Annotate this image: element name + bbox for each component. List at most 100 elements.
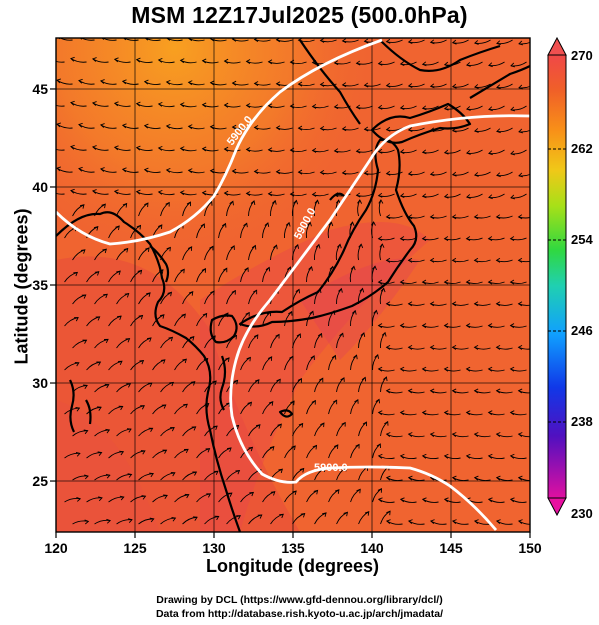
- streamline-arrowhead: [157, 145, 163, 151]
- streamline-arrowhead: [91, 57, 97, 62]
- streamline-arrowhead: [421, 453, 427, 459]
- streamline-arrowhead: [473, 475, 479, 481]
- streamline-arrowhead: [135, 57, 141, 63]
- streamline-arrowhead: [201, 102, 207, 108]
- lon-tick-label: 135: [281, 540, 305, 556]
- streamline-arrowhead: [488, 150, 493, 156]
- streamline-arrowhead: [473, 388, 479, 394]
- streamline-arrowhead: [510, 194, 515, 200]
- streamline-arrowhead: [70, 188, 75, 194]
- streamline-arrowhead: [135, 145, 141, 151]
- streamline-arrowhead: [168, 336, 174, 342]
- streamline-arrowhead: [187, 168, 193, 174]
- streamline-arrowhead: [421, 279, 427, 285]
- streamline-arrowhead: [118, 405, 124, 411]
- streamline-arrowhead: [320, 422, 325, 428]
- streamline-arrowhead: [451, 257, 457, 263]
- streamline-arrowhead: [377, 279, 383, 285]
- streamline-arrowhead: [253, 334, 259, 339]
- streamline-arrowhead: [443, 279, 449, 285]
- streamline-arrowhead: [181, 313, 186, 319]
- colorbar-label: 238: [571, 414, 593, 429]
- streamline-arrowhead: [250, 200, 256, 206]
- streamline-arrowhead: [319, 38, 325, 43]
- streamline-arrowhead: [495, 257, 501, 263]
- streamline-arrowhead: [451, 171, 457, 177]
- streamline-arrowhead: [190, 381, 196, 386]
- streamline-arrowhead: [363, 170, 369, 176]
- streamline-arrowhead: [399, 497, 405, 503]
- streamline-arrowhead: [148, 427, 154, 432]
- streamline-arrowhead: [341, 126, 347, 132]
- streamline-arrowhead: [70, 144, 75, 150]
- streamline-arrowhead: [139, 360, 145, 365]
- streamline-arrowhead: [202, 312, 208, 318]
- streamline-arrowhead: [123, 247, 129, 253]
- streamline-arrowhead: [270, 491, 276, 496]
- streamline-arrowhead: [213, 470, 219, 476]
- streamline-arrowhead: [83, 429, 89, 435]
- streamline-arrowhead: [91, 145, 97, 150]
- streamline-arrowhead: [487, 323, 493, 329]
- streamline-arrowhead: [465, 194, 471, 199]
- streamline-arrowhead: [364, 511, 370, 516]
- streamline-arrowhead: [473, 301, 479, 307]
- streamline-arrowhead: [399, 279, 405, 285]
- streamline-arrowhead: [331, 354, 337, 360]
- streamline-arrowhead: [517, 475, 523, 481]
- streamline-arrowhead: [227, 492, 233, 497]
- streamline-arrowhead: [379, 243, 385, 248]
- streamline-arrowhead: [349, 221, 355, 226]
- streamline-arrowhead: [269, 446, 275, 451]
- streamline-arrowhead: [443, 323, 449, 329]
- streamline-arrowhead: [407, 344, 413, 350]
- streamline-arrowhead: [509, 410, 515, 416]
- streamline-arrowhead: [286, 266, 292, 272]
- streamline-arrowhead: [333, 60, 339, 66]
- streamline-arrowhead: [311, 103, 317, 109]
- streamline-arrowhead: [236, 515, 241, 520]
- lat-tick-label: 25: [32, 473, 48, 489]
- streamline-arrowhead: [192, 471, 198, 476]
- streamline-arrowhead: [278, 468, 283, 474]
- lon-tick-label: 120: [44, 540, 68, 556]
- streamline-arrowhead: [385, 38, 391, 44]
- streamline-arrowhead: [268, 401, 274, 406]
- streamline-arrowhead: [267, 103, 273, 109]
- streamline-arrowhead: [407, 519, 413, 525]
- streamline-arrowhead: [144, 202, 149, 208]
- streamline-arrowhead: [377, 410, 383, 416]
- streamline-arrowhead: [377, 60, 383, 66]
- streamline-arrowhead: [487, 410, 493, 416]
- streamline-arrowhead: [407, 432, 413, 437]
- streamline-arrowhead: [249, 491, 255, 497]
- streamline-arrowhead: [166, 246, 171, 252]
- streamline-arrowhead: [184, 448, 189, 454]
- streamline-arrowhead: [271, 199, 277, 205]
- streamline-arrowhead: [334, 489, 340, 494]
- streamline-arrowhead: [509, 323, 515, 329]
- streamline-arrowhead: [135, 189, 141, 195]
- streamline-arrowhead: [509, 366, 515, 372]
- streamline-arrowhead: [465, 279, 471, 285]
- streamline-arrowhead: [209, 168, 215, 174]
- streamline-arrowhead: [104, 383, 110, 389]
- streamline-arrowhead: [267, 59, 273, 65]
- streamline-arrowhead: [212, 380, 217, 386]
- streamline-arrowhead: [517, 257, 523, 263]
- streamline-arrowhead: [465, 62, 471, 67]
- streamline-arrowhead: [276, 378, 281, 384]
- streamline-arrowhead: [252, 289, 258, 295]
- streamline-arrowhead: [381, 331, 387, 337]
- streamline-arrowhead: [213, 425, 218, 431]
- streamline-arrowhead: [313, 489, 319, 495]
- streamline-arrowhead: [487, 236, 493, 241]
- streamline-arrowhead: [105, 473, 111, 479]
- streamline-arrowhead: [336, 243, 342, 249]
- streamline-arrowhead: [312, 444, 318, 450]
- streamline-arrowhead: [247, 401, 253, 407]
- streamline-arrowhead: [518, 40, 523, 46]
- streamline-arrowhead: [465, 323, 471, 329]
- lat-tick-label: 45: [32, 81, 48, 97]
